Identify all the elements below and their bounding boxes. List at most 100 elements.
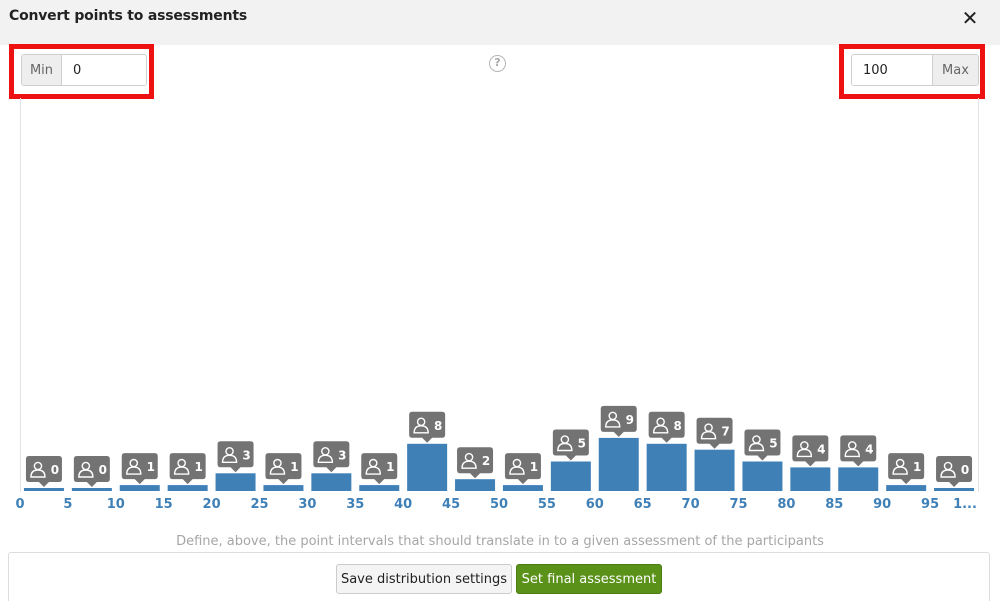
dialog-footer: [8, 552, 990, 601]
count-badge: 9: [600, 405, 637, 437]
histogram-bar[interactable]: [71, 488, 112, 491]
x-tick-label: 0: [15, 497, 24, 512]
person-icon: [461, 452, 477, 469]
x-tick-label: 50: [490, 497, 508, 512]
badge-count: 0: [961, 463, 969, 477]
count-badge: 4: [792, 435, 829, 467]
count-badge: 1: [504, 453, 541, 485]
person-icon: [413, 417, 429, 434]
count-badge: 3: [313, 441, 350, 473]
x-tick-label: 35: [346, 497, 364, 512]
person-icon: [940, 461, 956, 478]
count-badge: 1: [265, 453, 302, 485]
x-tick-label: 10: [107, 497, 125, 512]
count-badge: 1: [169, 453, 206, 485]
badge-count: 1: [147, 460, 155, 474]
badge-count: 1: [386, 460, 394, 474]
save-distribution-button[interactable]: Save distribution settings: [336, 564, 512, 594]
histogram-bar[interactable]: [934, 488, 975, 491]
histogram-bar[interactable]: [407, 443, 448, 491]
x-tick-label: 75: [729, 497, 747, 512]
person-icon: [557, 435, 573, 452]
count-badge: 1: [361, 453, 398, 485]
badge-count: 3: [242, 448, 250, 462]
x-tick-label: 40: [394, 497, 412, 512]
min-input-group: Min: [21, 54, 147, 86]
person-icon: [892, 458, 908, 475]
x-tick-label: 55: [538, 497, 556, 512]
badge-count: 1: [913, 460, 921, 474]
person-icon: [221, 446, 238, 463]
count-badge: 4: [840, 435, 877, 467]
histogram-bar[interactable]: [502, 485, 543, 491]
histogram-bar[interactable]: [215, 473, 256, 491]
badge-count: 1: [290, 460, 298, 474]
histogram-bar[interactable]: [119, 485, 160, 491]
person-icon: [796, 441, 813, 458]
min-label: Min: [22, 55, 62, 85]
person-icon: [269, 458, 286, 475]
person-icon: [317, 446, 334, 463]
count-badge: 7: [696, 417, 733, 449]
dialog-titlebar: Convert points to assessments ✕: [0, 0, 1000, 45]
badge-count: 0: [51, 463, 59, 477]
person-icon: [844, 441, 860, 458]
histogram-bar[interactable]: [311, 473, 352, 491]
histogram-bar[interactable]: [23, 488, 64, 491]
person-icon: [78, 461, 94, 478]
histogram-bar[interactable]: [886, 485, 927, 491]
histogram-bar[interactable]: [838, 467, 879, 491]
histogram-bar[interactable]: [263, 485, 304, 491]
help-icon[interactable]: ?: [489, 55, 506, 72]
histogram-bar[interactable]: [742, 461, 783, 492]
close-icon[interactable]: ✕: [961, 6, 979, 30]
x-tick-label: 60: [586, 497, 604, 512]
badge-count: 8: [673, 419, 681, 433]
max-label: Max: [932, 55, 978, 85]
x-tick-label: 25: [250, 497, 268, 512]
count-badge: 8: [648, 411, 685, 443]
badge-count: 3: [338, 448, 346, 462]
max-input-group: Max: [851, 54, 979, 86]
hint-text: Define, above, the point intervals that …: [176, 534, 824, 549]
badge-count: 5: [769, 437, 777, 451]
set-final-assessment-button[interactable]: Set final assessment: [516, 564, 662, 594]
min-input[interactable]: [62, 55, 146, 85]
badge-count: 4: [817, 442, 825, 456]
x-tick-label: 1...: [953, 497, 977, 512]
max-range-highlight: Max: [839, 44, 985, 99]
count-badge: 5: [744, 429, 781, 461]
min-range-highlight: Min: [9, 44, 154, 99]
histogram-bar[interactable]: [790, 467, 831, 491]
x-tick-label: 45: [442, 497, 460, 512]
histogram-bar[interactable]: [694, 449, 735, 491]
badge-count: 9: [626, 413, 634, 427]
person-icon: [652, 417, 669, 434]
badge-count: 8: [434, 419, 442, 433]
badge-count: 5: [578, 437, 586, 451]
badge-count: 1: [194, 460, 202, 474]
person-icon: [173, 458, 190, 475]
histogram-bar[interactable]: [359, 485, 400, 491]
badge-count: 4: [865, 442, 873, 456]
person-icon: [509, 458, 525, 475]
x-tick-label: 5: [63, 497, 72, 512]
histogram-bar[interactable]: [646, 443, 687, 491]
count-badge: 1: [888, 453, 925, 485]
max-input[interactable]: [852, 55, 932, 85]
histogram-bar[interactable]: [598, 437, 639, 491]
count-badge: 0: [73, 456, 110, 487]
histogram-bar[interactable]: [550, 461, 591, 492]
x-tick-label: 15: [155, 497, 173, 512]
histogram-bar[interactable]: [455, 479, 496, 491]
person-icon: [365, 458, 381, 475]
x-tick-label: 70: [682, 497, 700, 512]
histogram-bar[interactable]: [167, 485, 208, 491]
person-icon: [748, 435, 765, 452]
x-tick-label: 80: [777, 497, 795, 512]
badge-count: 7: [721, 425, 729, 439]
badge-count: 0: [99, 463, 107, 477]
person-icon: [605, 411, 621, 428]
x-tick-label: 85: [825, 497, 843, 512]
